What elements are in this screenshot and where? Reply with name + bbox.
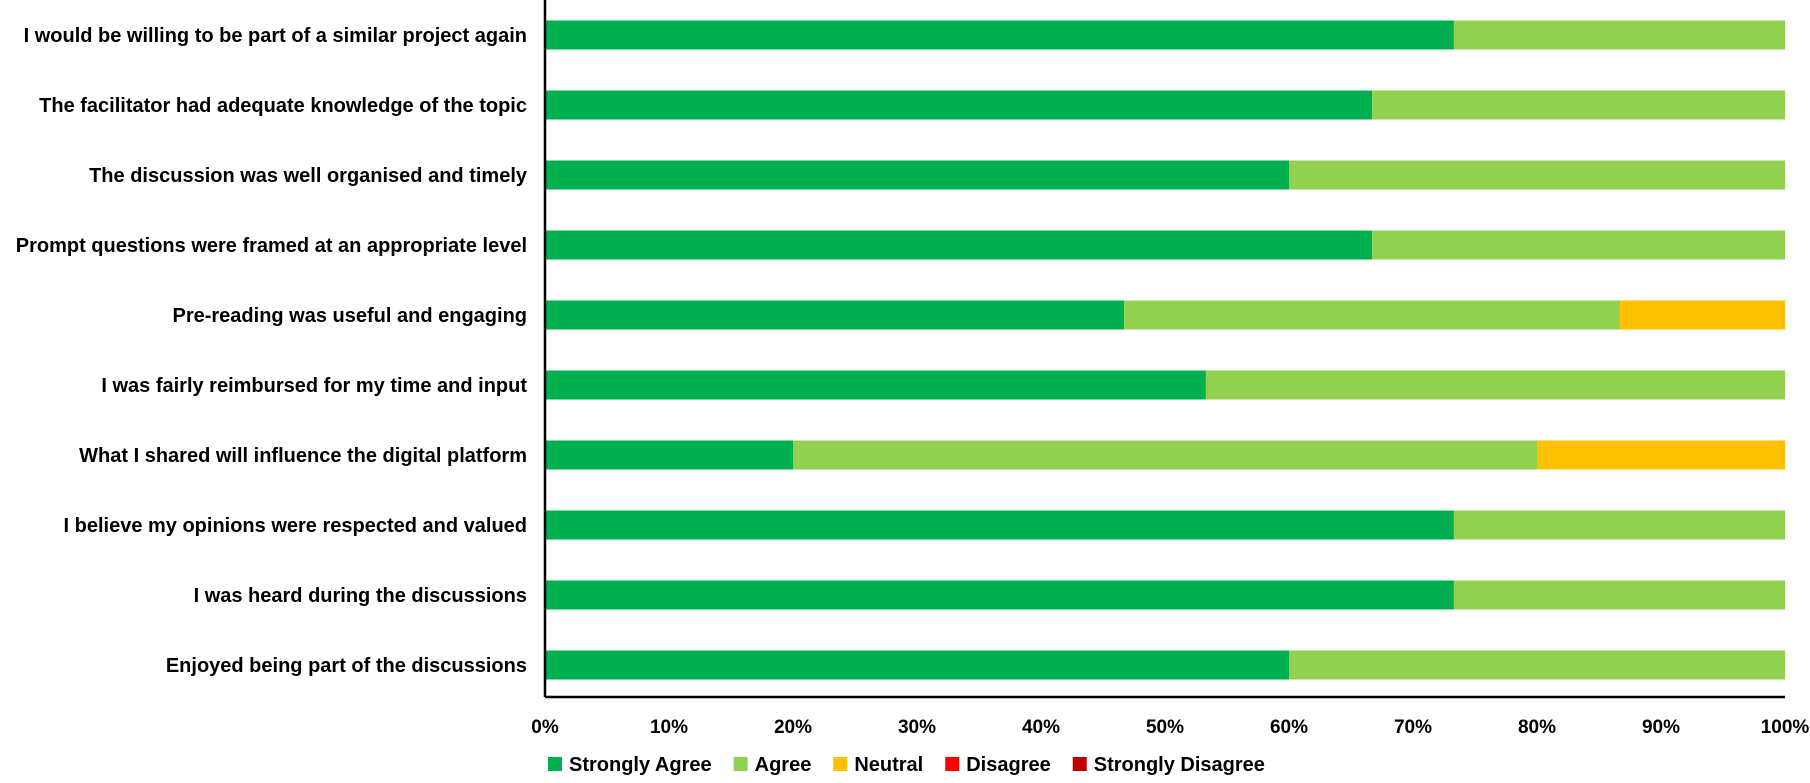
bar-segment-strongly-agree	[545, 20, 1454, 50]
bar-segment-agree	[1124, 300, 1621, 330]
x-tick-label: 60%	[1270, 717, 1308, 738]
x-tick-label: 30%	[898, 717, 936, 738]
bar-segment-agree	[1372, 230, 1785, 260]
bar-segment-strongly-agree	[545, 440, 793, 470]
x-tick-label: 40%	[1022, 717, 1060, 738]
legend: Strongly Agree Agree Neutral Disagree Strong…	[548, 754, 1265, 776]
bar-segment-strongly-agree	[545, 580, 1454, 610]
legend-swatch	[733, 757, 748, 771]
bars-layer	[545, 20, 1785, 680]
bar-segment-agree	[1372, 90, 1785, 120]
bar-segment-agree	[1205, 370, 1785, 400]
legend-label: Disagree	[966, 754, 1051, 776]
bar-segment-strongly-agree	[545, 90, 1373, 120]
bar-segment-neutral	[1537, 440, 1785, 470]
legend-label: Agree	[755, 754, 812, 776]
bar-segment-agree	[1289, 160, 1785, 190]
x-tick-label: 50%	[1146, 717, 1184, 738]
legend-swatch	[945, 757, 960, 771]
bar-segment-agree	[1453, 20, 1785, 50]
x-tick-label: 20%	[774, 717, 812, 738]
bar-segment-strongly-agree	[545, 650, 1289, 680]
legend-label: Neutral	[854, 754, 923, 776]
category-label: The discussion was well organised and ti…	[89, 165, 528, 187]
bar-segment-agree	[793, 440, 1537, 470]
category-label: The facilitator had adequate knowledge o…	[39, 95, 527, 117]
axes	[543, 0, 1785, 699]
x-tick-label: 90%	[1642, 717, 1680, 738]
category-label: Enjoyed being part of the discussions	[166, 655, 527, 677]
bar-segment-agree	[1289, 650, 1785, 680]
category-label: I was fairly reimbursed for my time and …	[101, 375, 527, 397]
x-tick-label: 70%	[1394, 717, 1432, 738]
x-tick-label: 0%	[531, 717, 559, 738]
x-tick-label: 80%	[1518, 717, 1556, 738]
legend-swatch	[833, 757, 848, 771]
category-label: Prompt questions were framed at an appro…	[16, 235, 527, 257]
bar-segment-strongly-agree	[545, 230, 1373, 260]
legend-label: Strongly Agree	[569, 754, 712, 776]
bar-segment-strongly-agree	[545, 370, 1206, 400]
x-tick-label: 100%	[1761, 717, 1810, 738]
category-label: What I shared will influence the digital…	[79, 445, 527, 467]
category-labels: I would be willing to be part of a simil…	[16, 25, 528, 677]
legend-label: Strongly Disagree	[1094, 754, 1265, 776]
category-label: I was heard during the discussions	[194, 585, 527, 607]
category-label: I would be willing to be part of a simil…	[24, 25, 527, 47]
bar-segment-neutral	[1620, 300, 1785, 330]
x-tick-labels: 0% 10% 20% 30% 40% 50% 60% 70% 80% 90% 100%	[531, 717, 1809, 738]
bar-segment-agree	[1453, 510, 1785, 540]
bar-segment-strongly-agree	[545, 160, 1289, 190]
bar-segment-strongly-agree	[545, 510, 1454, 540]
category-label: Pre-reading was useful and engaging	[172, 305, 527, 327]
category-label: I believe my opinions were respected and…	[64, 515, 528, 537]
bar-segment-agree	[1453, 580, 1785, 610]
bar-segment-strongly-agree	[545, 300, 1125, 330]
legend-swatch	[1072, 757, 1087, 771]
legend-swatch	[548, 757, 562, 771]
x-tick-label: 10%	[650, 717, 688, 738]
